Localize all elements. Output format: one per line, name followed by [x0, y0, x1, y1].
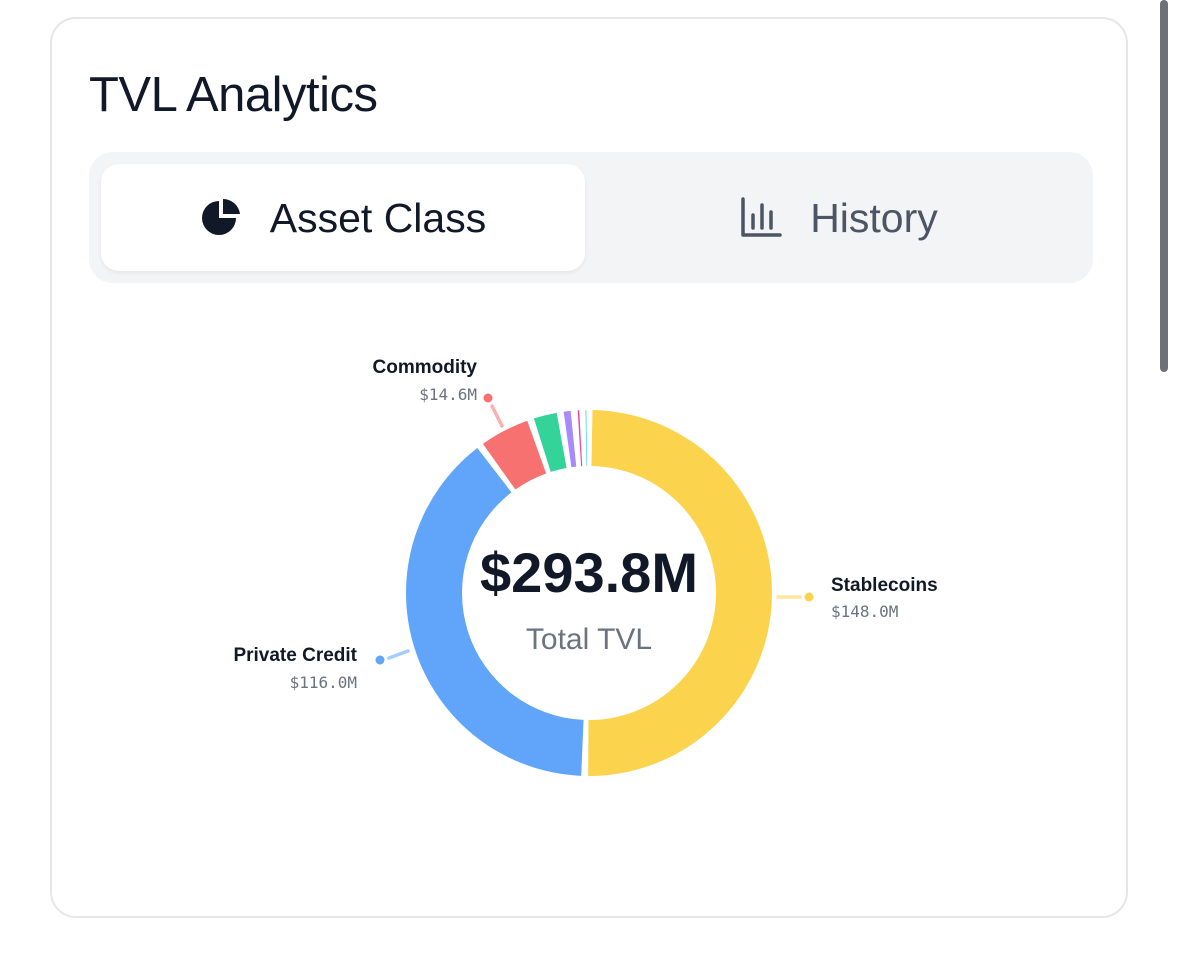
tab-asset-class-label: Asset Class	[269, 194, 487, 241]
leader-dot-stablecoins	[804, 592, 814, 602]
slice-value-commodity: $14.6M	[419, 385, 477, 404]
slice-value-stablecoins: $148.0M	[831, 602, 898, 621]
slice-unlabeled-5[interactable]	[577, 410, 583, 467]
slice-value-private-credit: $116.0M	[290, 673, 357, 692]
slice-unlabeled-3[interactable]	[533, 412, 567, 472]
slice-stablecoins[interactable]	[588, 410, 772, 776]
slice-labels: Stablecoins $148.0M Private Credit $116.0M C…	[233, 357, 937, 692]
leader-line-commodity	[490, 404, 504, 428]
slice-label-private-credit: Private Credit	[233, 645, 357, 666]
total-tvl-label: Total TVL	[526, 623, 652, 656]
pie-chart-icon	[201, 198, 240, 235]
scrollbar-thumb[interactable]	[1160, 0, 1168, 372]
tab-asset-class[interactable]: Asset Class	[101, 164, 585, 271]
slice-label-stablecoins: Stablecoins	[831, 575, 938, 596]
donut-slices	[406, 410, 772, 776]
leader-line-private-credit	[387, 649, 410, 660]
leader-dot-private-credit	[375, 655, 385, 665]
card-title: TVL Analytics	[89, 68, 378, 122]
total-tvl-value: $293.8M	[480, 541, 698, 604]
leader-dot-commodity	[483, 393, 493, 403]
tab-history-label: History	[810, 194, 938, 241]
tab-history[interactable]: History	[597, 164, 1081, 271]
bar-chart-icon	[741, 196, 782, 237]
slice-unlabeled-4[interactable]	[563, 410, 577, 468]
slice-commodity[interactable]	[482, 420, 547, 490]
slice-label-commodity: Commodity	[373, 357, 478, 378]
slice-unlabeled-6[interactable]	[585, 410, 588, 467]
view-tabs: Asset Class History	[89, 152, 1093, 283]
slice-private-credit[interactable]	[406, 448, 584, 776]
